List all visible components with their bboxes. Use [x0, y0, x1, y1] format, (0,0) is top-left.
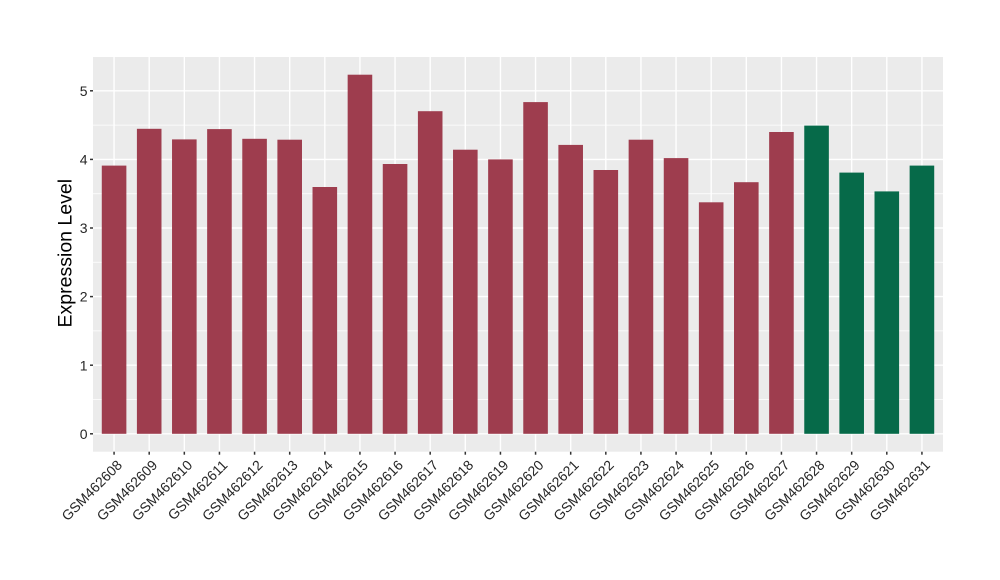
- svg-text:2: 2: [80, 289, 88, 305]
- svg-text:5: 5: [80, 83, 88, 99]
- svg-text:Expression Level: Expression Level: [55, 179, 77, 328]
- svg-text:0: 0: [80, 426, 88, 442]
- svg-text:1: 1: [80, 357, 88, 373]
- svg-text:4: 4: [80, 152, 88, 168]
- svg-text:3: 3: [80, 220, 88, 236]
